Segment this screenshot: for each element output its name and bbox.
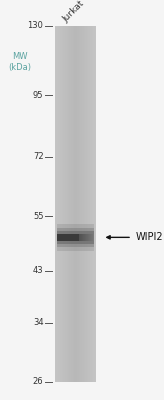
Bar: [87, 234, 88, 241]
Bar: [60, 26, 61, 382]
Text: 26: 26: [33, 378, 43, 386]
Text: 72: 72: [33, 152, 43, 161]
Bar: [83, 234, 84, 241]
Bar: [86, 26, 87, 382]
Bar: [85, 26, 86, 382]
Bar: [76, 26, 77, 382]
Bar: [90, 26, 91, 382]
Bar: [75, 26, 76, 382]
Bar: [64, 26, 65, 382]
Bar: [58, 26, 59, 382]
Bar: [73, 26, 74, 382]
Text: 55: 55: [33, 212, 43, 221]
Bar: [86, 26, 87, 382]
Bar: [81, 234, 82, 241]
Bar: [71, 26, 72, 382]
Text: MW
(kDa): MW (kDa): [8, 52, 31, 72]
Bar: [61, 26, 62, 382]
Bar: [87, 26, 88, 382]
Bar: [67, 26, 68, 382]
Bar: [62, 26, 63, 382]
Bar: [59, 26, 60, 382]
Bar: [57, 228, 94, 247]
Bar: [90, 234, 91, 241]
Bar: [63, 26, 64, 382]
Text: 43: 43: [33, 266, 43, 275]
Bar: [84, 26, 85, 382]
Bar: [69, 26, 70, 382]
Bar: [88, 234, 89, 241]
Bar: [57, 26, 58, 382]
Bar: [94, 26, 95, 382]
Text: 130: 130: [28, 22, 43, 30]
Text: 95: 95: [33, 91, 43, 100]
Bar: [84, 234, 85, 241]
Bar: [81, 26, 82, 382]
Bar: [88, 26, 89, 382]
Bar: [92, 234, 93, 241]
Bar: [92, 26, 93, 382]
Text: Jurkat: Jurkat: [61, 0, 86, 24]
Bar: [57, 230, 94, 244]
Bar: [71, 26, 72, 382]
Bar: [60, 26, 61, 382]
Bar: [79, 234, 80, 241]
Bar: [64, 26, 65, 382]
Bar: [55, 26, 56, 382]
Bar: [95, 26, 96, 382]
Bar: [68, 26, 69, 382]
Bar: [93, 26, 94, 382]
Bar: [62, 26, 63, 382]
Text: 34: 34: [33, 318, 43, 327]
Bar: [80, 234, 81, 241]
Bar: [89, 26, 90, 382]
Bar: [69, 26, 70, 382]
Bar: [78, 26, 79, 382]
Text: WIPI2: WIPI2: [135, 232, 163, 242]
Bar: [65, 26, 66, 382]
Bar: [70, 26, 71, 382]
Bar: [66, 26, 67, 382]
Bar: [88, 26, 89, 382]
Bar: [72, 26, 73, 382]
Bar: [74, 26, 75, 382]
Bar: [80, 26, 81, 382]
Bar: [86, 234, 87, 241]
Bar: [83, 26, 84, 382]
Bar: [79, 26, 80, 382]
Bar: [58, 26, 59, 382]
Bar: [92, 26, 93, 382]
Bar: [82, 26, 83, 382]
Bar: [91, 26, 92, 382]
Bar: [75, 26, 76, 382]
Bar: [89, 234, 90, 241]
Bar: [57, 224, 94, 251]
Bar: [57, 234, 79, 241]
Bar: [85, 234, 86, 241]
Bar: [77, 26, 78, 382]
Bar: [56, 26, 57, 382]
Bar: [91, 234, 92, 241]
Bar: [82, 234, 83, 241]
